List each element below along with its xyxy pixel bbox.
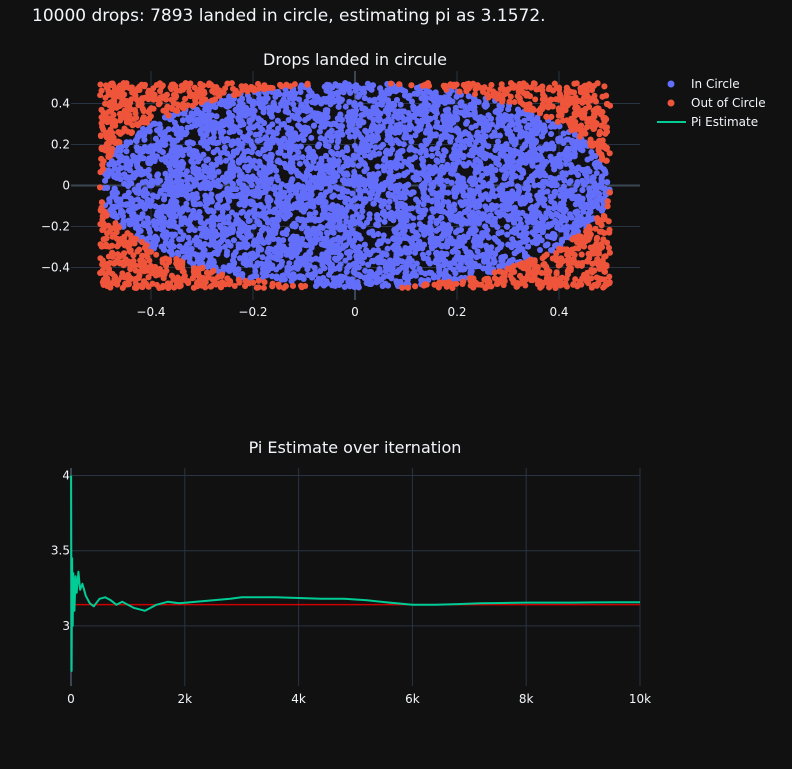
point-in-circle xyxy=(359,260,366,266)
point-in-circle xyxy=(341,283,348,290)
point-in-circle xyxy=(547,210,554,217)
point-in-circle xyxy=(386,198,393,205)
point-in-circle xyxy=(311,264,318,271)
point-in-circle xyxy=(560,130,567,137)
point-in-circle xyxy=(123,139,130,146)
point-in-circle xyxy=(397,101,404,108)
point-in-circle xyxy=(222,243,228,250)
point-in-circle xyxy=(361,152,368,159)
point-in-circle xyxy=(429,152,435,159)
point-in-circle xyxy=(537,247,543,253)
point-in-circle xyxy=(363,165,370,172)
point-in-circle xyxy=(353,211,360,218)
point-in-circle xyxy=(394,269,401,275)
point-in-circle xyxy=(353,82,360,89)
point-in-circle xyxy=(280,237,287,244)
scatter-title: Drops landed in circule xyxy=(263,50,447,69)
point-in-circle xyxy=(191,227,198,234)
figure-title: 10000 drops: 7893 landed in circle, esti… xyxy=(32,6,546,26)
point-in-circle xyxy=(286,260,293,267)
point-in-circle xyxy=(308,134,315,141)
point-in-circle xyxy=(328,148,335,155)
point-in-circle xyxy=(259,254,266,261)
scatter-points xyxy=(97,80,613,291)
point-in-circle xyxy=(593,170,600,176)
point-in-circle xyxy=(210,149,217,156)
point-in-circle xyxy=(567,178,574,185)
point-in-circle xyxy=(328,137,335,144)
point-in-circle xyxy=(495,138,501,145)
point-in-circle xyxy=(342,103,349,110)
point-in-circle xyxy=(123,148,130,155)
point-in-circle xyxy=(250,223,257,230)
point-in-circle xyxy=(224,248,231,255)
point-in-circle xyxy=(409,189,416,196)
point-in-circle xyxy=(453,93,460,100)
scatter-subplot[interactable]: Drops landed in circule −0.4 −0.2 0 0.2 0.4 … xyxy=(41,50,640,319)
point-in-circle xyxy=(385,238,391,245)
point-in-circle xyxy=(220,264,227,271)
point-in-circle xyxy=(380,232,387,239)
point-in-circle xyxy=(342,257,349,264)
point-in-circle xyxy=(238,209,245,216)
point-in-circle xyxy=(412,249,418,256)
point-in-circle xyxy=(299,154,306,161)
point-in-circle xyxy=(425,250,432,256)
point-in-circle xyxy=(429,146,436,153)
series-in-circle xyxy=(101,80,613,291)
point-in-circle xyxy=(400,141,407,148)
